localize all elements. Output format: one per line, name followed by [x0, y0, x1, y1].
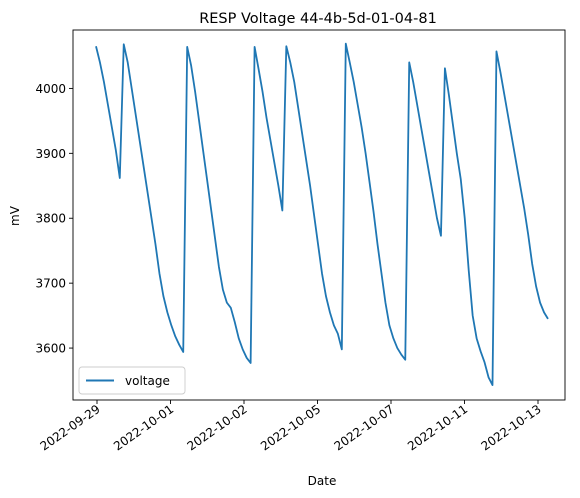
chart-title: RESP Voltage 44-4b-5d-01-04-81 [199, 11, 437, 27]
y-tick-label: 4000 [35, 82, 66, 96]
x-tick-label: 2022-10-05 [258, 402, 323, 453]
x-tick-label: 2022-10-02 [185, 402, 250, 453]
y-tick-label: 3800 [35, 212, 66, 226]
x-tick-label: 2022-10-07 [332, 402, 397, 453]
y-tick-label: 3600 [35, 342, 66, 356]
y-axis-title: mV [8, 205, 22, 226]
x-tick-label: 2022-10-01 [111, 402, 176, 453]
x-tick-label: 2022-10-13 [479, 402, 544, 453]
x-tick-label: 2022-10-11 [405, 402, 470, 453]
x-axis-title: Date [308, 474, 337, 488]
legend: voltage [78, 366, 186, 395]
plot-area [72, 29, 566, 401]
y-tick-label: 3700 [35, 277, 66, 291]
series-line-voltage [95, 42, 549, 386]
y-tick-label: 3900 [35, 147, 66, 161]
series-layer [95, 42, 549, 386]
legend-label: voltage [125, 374, 170, 388]
x-axis: 2022-09-29 2022-10-01 2022-10-02 2022-10-05… [38, 400, 544, 453]
legend-box [78, 366, 186, 395]
y-axis: 3600 3700 3800 3900 4000 [35, 82, 73, 356]
x-tick-label: 2022-09-29 [38, 402, 103, 453]
